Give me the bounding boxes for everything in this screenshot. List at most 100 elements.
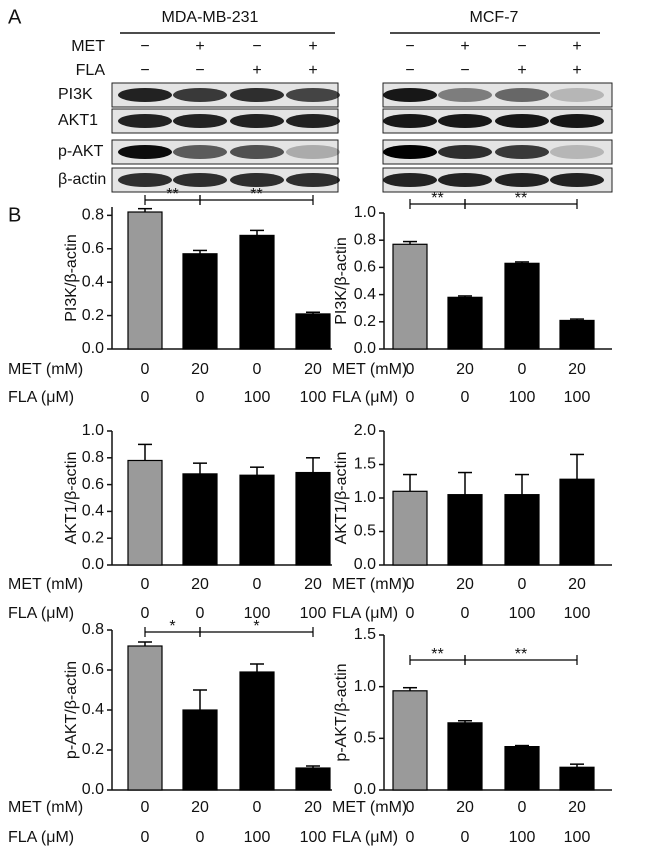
y-axis-label: p-AKT/β-actin <box>333 663 350 761</box>
bar <box>295 313 331 350</box>
y-tick-label: 0.6 <box>82 476 104 493</box>
bar <box>504 262 540 350</box>
condition-value: 20 <box>568 799 586 816</box>
band <box>230 114 284 128</box>
y-tick-label: 0.5 <box>354 730 376 747</box>
treatment-sign: − <box>140 62 149 79</box>
condition-value: 0 <box>406 389 415 406</box>
condition-value: 100 <box>244 389 271 406</box>
band <box>118 173 172 187</box>
significance-label: ** <box>431 190 443 207</box>
condition-value: 20 <box>456 361 474 378</box>
bar <box>447 722 483 791</box>
y-tick-label: 1.0 <box>82 422 104 439</box>
condition-value: 0 <box>518 576 527 593</box>
band <box>230 145 284 159</box>
condition-value: 0 <box>406 576 415 593</box>
bar <box>182 253 218 350</box>
bar <box>182 709 218 791</box>
condition-value: 0 <box>253 361 262 378</box>
band <box>438 88 492 102</box>
bar <box>504 745 540 791</box>
condition-value: 0 <box>406 605 415 622</box>
y-tick-label: 1.0 <box>354 204 376 221</box>
condition-value: 0 <box>461 605 470 622</box>
bar <box>239 234 275 350</box>
condition-value: 0 <box>141 361 150 378</box>
condition-value: 0 <box>518 799 527 816</box>
y-tick-label: 0.0 <box>354 340 376 357</box>
condition-value: 0 <box>406 829 415 846</box>
cell-line: MDA-MB-231 <box>162 9 259 26</box>
condition-value: 0 <box>461 389 470 406</box>
bar <box>392 243 428 350</box>
band <box>495 173 549 187</box>
condition-value: 20 <box>568 361 586 378</box>
treatment-sign: + <box>572 38 581 55</box>
condition-value: 0 <box>406 361 415 378</box>
band <box>495 88 549 102</box>
y-tick-label: 0.2 <box>354 313 376 330</box>
treatment-sign: + <box>572 62 581 79</box>
condition-value: 100 <box>300 389 327 406</box>
panel-label: A <box>8 6 22 28</box>
band <box>550 173 604 187</box>
treatment-label: MET <box>71 38 105 55</box>
blot-label: β-actin <box>58 171 106 188</box>
y-tick-label: 0.0 <box>82 556 104 573</box>
significance-label: * <box>253 618 259 635</box>
condition-value: 100 <box>244 829 271 846</box>
band <box>230 173 284 187</box>
band <box>550 88 604 102</box>
band <box>383 114 437 128</box>
bar <box>295 471 331 566</box>
band <box>550 114 604 128</box>
condition-value: 20 <box>304 799 322 816</box>
treatment-sign: + <box>195 38 204 55</box>
condition-value: 20 <box>191 576 209 593</box>
y-tick-label: 0.8 <box>354 231 376 248</box>
band <box>286 145 340 159</box>
y-tick-label: 0.8 <box>82 207 104 224</box>
bar <box>447 494 483 566</box>
y-tick-label: 0.4 <box>82 701 104 718</box>
treatment-label: FLA <box>76 62 106 79</box>
condition-label: MET (mM) <box>332 799 407 816</box>
band <box>383 173 437 187</box>
bar <box>239 474 275 566</box>
band <box>230 88 284 102</box>
y-tick-label: 0.0 <box>82 781 104 798</box>
y-tick-label: 0.2 <box>82 307 104 324</box>
condition-value: 20 <box>191 361 209 378</box>
y-axis-label: p-AKT/β-actin <box>63 661 80 759</box>
condition-label: FLA (μM) <box>8 605 74 622</box>
condition-value: 0 <box>141 389 150 406</box>
condition-value: 100 <box>564 605 591 622</box>
condition-value: 0 <box>141 799 150 816</box>
bar <box>239 671 275 791</box>
condition-value: 20 <box>191 799 209 816</box>
condition-value: 100 <box>564 389 591 406</box>
condition-value: 0 <box>196 829 205 846</box>
y-tick-label: 0.8 <box>82 621 104 638</box>
condition-value: 0 <box>253 576 262 593</box>
bar <box>447 296 483 350</box>
significance-label: ** <box>250 186 262 203</box>
band <box>173 145 227 159</box>
condition-value: 0 <box>141 576 150 593</box>
band <box>286 88 340 102</box>
condition-label: FLA (μM) <box>8 389 74 406</box>
condition-label: MET (mM) <box>8 799 83 816</box>
condition-label: FLA (μM) <box>332 605 398 622</box>
condition-value: 0 <box>518 361 527 378</box>
y-tick-label: 0.4 <box>82 503 104 520</box>
band <box>495 114 549 128</box>
condition-value: 100 <box>509 605 536 622</box>
y-axis-label: AKT1/β-actin <box>63 452 80 545</box>
treatment-sign: + <box>308 62 317 79</box>
bar <box>182 473 218 566</box>
treatment-sign: − <box>405 62 414 79</box>
bar <box>559 766 595 791</box>
bar <box>559 319 595 350</box>
y-tick-label: 0.4 <box>354 286 376 303</box>
